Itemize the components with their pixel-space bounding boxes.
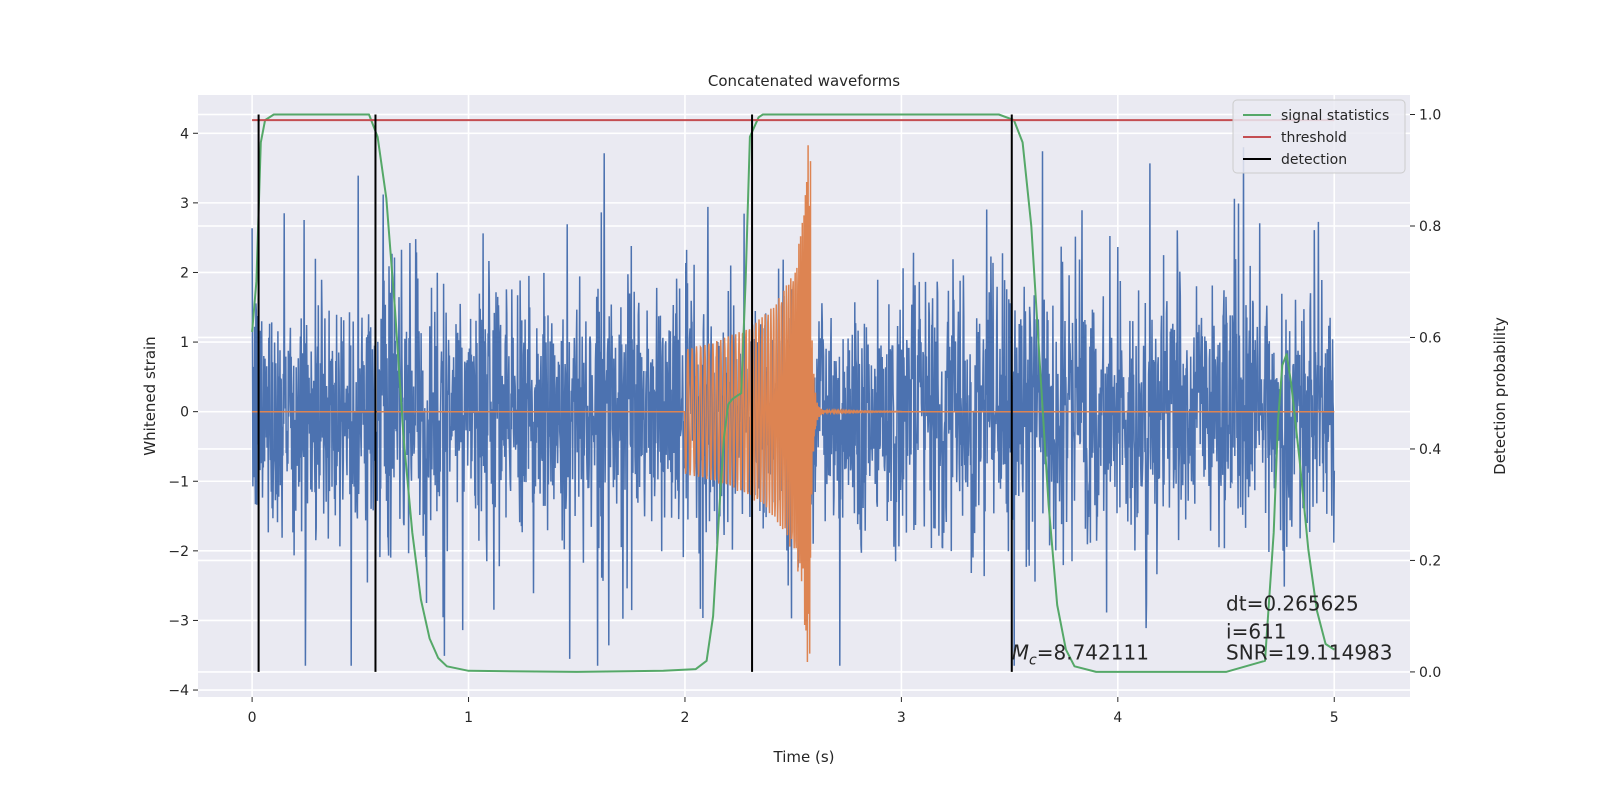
y-tick-label-right: 0.2 <box>1419 553 1441 569</box>
series-layer <box>251 113 1336 673</box>
y-tick-label: −2 <box>168 544 189 560</box>
x-tick-label: 0 <box>248 710 257 726</box>
y-ticks-right: 0.0 0.2 0.4 0.6 0.8 1.0 <box>1410 108 1441 681</box>
legend-label: threshold <box>1281 130 1347 146</box>
y-tick-label-right: 0.6 <box>1419 330 1441 346</box>
x-ticks: 0 1 2 3 4 5 <box>248 697 1339 726</box>
y-axis-label-right: Detection probability <box>1491 317 1509 475</box>
legend-box <box>1232 99 1406 174</box>
y-tick-label: 1 <box>180 335 189 351</box>
series-template-chirp <box>252 145 1335 663</box>
y-tick-label-right: 0.8 <box>1419 219 1441 235</box>
y-axis-label: Whitened strain <box>141 336 159 455</box>
annotation-text: Mc=8.742111 <box>1012 641 1149 669</box>
x-tick-label: 3 <box>897 710 906 726</box>
y-ticks-left: −4 −3 −2 −1 0 1 2 3 4 <box>168 126 198 699</box>
x-tick-label: 5 <box>1330 710 1339 726</box>
y-tick-label: −1 <box>168 474 189 490</box>
y-tick-label-right: 0.4 <box>1419 442 1441 458</box>
annotation-text: dt=0.265625 <box>1226 592 1359 616</box>
y-tick-label: 3 <box>180 196 189 212</box>
signal-statistics-line <box>251 113 1335 673</box>
x-tick-label: 2 <box>681 710 690 726</box>
x-axis-label: Time (s) <box>773 748 835 766</box>
annotation-text: i=611 <box>1226 619 1287 643</box>
annotation-text: SNR=19.114983 <box>1226 641 1392 665</box>
legend-label: detection <box>1281 152 1347 168</box>
legend-label: signal statistics <box>1281 108 1389 124</box>
y-tick-label: −3 <box>168 613 189 629</box>
y-tick-label: 4 <box>180 126 189 142</box>
annotations: Mc=8.742111 dt=0.265625 i=611SNR=19.11498… <box>1012 592 1393 669</box>
x-tick-label: 1 <box>464 710 473 726</box>
y-tick-label: 0 <box>180 405 189 421</box>
x-tick-label: 4 <box>1113 710 1122 726</box>
y-tick-label-right: 1.0 <box>1419 108 1441 124</box>
y-tick-label: 2 <box>180 265 189 281</box>
legend: signal statistics threshold detection <box>1232 99 1406 174</box>
y-tick-label-right: 0.0 <box>1419 665 1441 681</box>
chart-title: Concatenated waveforms <box>708 72 900 90</box>
y-tick-label: −4 <box>168 683 189 699</box>
